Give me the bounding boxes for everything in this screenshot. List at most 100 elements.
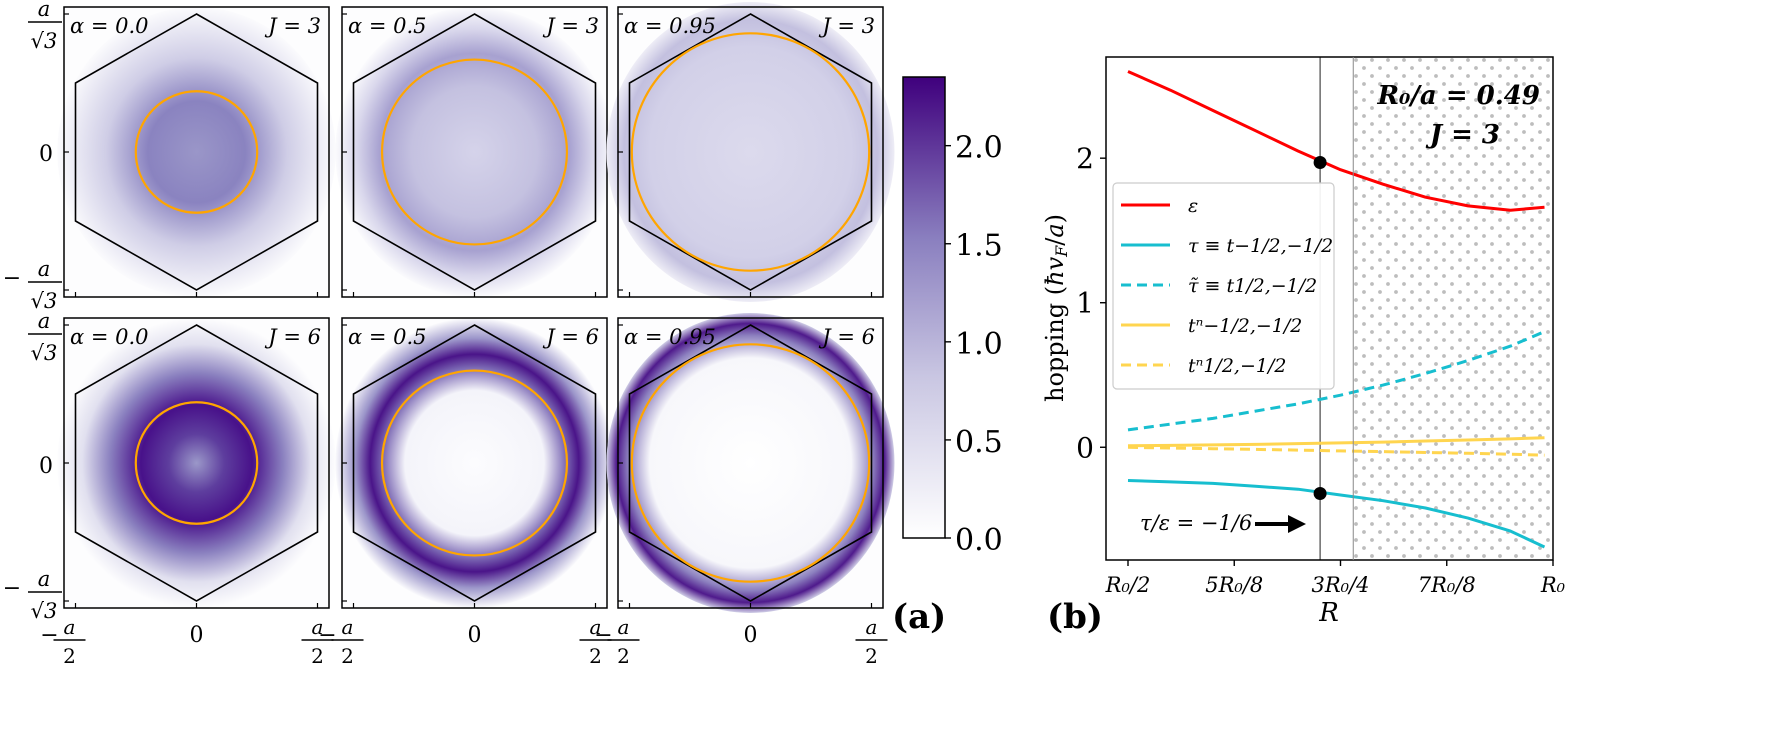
y-tick-label-b: 2 — [1076, 142, 1094, 175]
alpha-label: α = 0.0 — [70, 325, 149, 349]
svg-text:2: 2 — [341, 644, 354, 668]
density-field — [335, 318, 614, 608]
x-tick-label-b: 3R₀/4 — [1311, 573, 1369, 597]
svg-text:a: a — [38, 257, 51, 281]
legend-label-0: ε — [1188, 195, 1198, 217]
density-map-0-0: α = 0.0 J = 3 — [57, 6, 336, 298]
density-map-0-1: α = 0.5 J = 3 — [335, 6, 614, 298]
colorbar-gradient — [902, 76, 946, 539]
j-label: J = 3 — [264, 14, 321, 38]
density-map-1-2: α = 0.95 J = 6 — [606, 313, 895, 613]
svg-text:−: − — [318, 623, 336, 648]
legend-label-3: tⁿ−1/2,−1/2 — [1188, 315, 1302, 337]
y-ticks-b: 0 1 2 — [1076, 142, 1106, 464]
panel-a-label: (a) — [892, 597, 946, 637]
svg-text:−: − — [3, 266, 21, 291]
svg-text:a: a — [312, 615, 324, 639]
markers — [1313, 156, 1327, 501]
alpha-label: α = 0.95 — [624, 14, 716, 38]
svg-text:2: 2 — [589, 644, 602, 668]
legend: ε τ ≡ t−1/2,−1/2 τ̃ ≡ t1/2,−1/2 tⁿ−1/2,−1/2… — [1112, 182, 1335, 390]
legend-label-2: τ̃ ≡ t1/2,−1/2 — [1188, 275, 1317, 297]
arrow-label: τ/ε = −1/6 — [1140, 511, 1252, 535]
legend-box — [1112, 182, 1335, 390]
svg-text:0: 0 — [190, 623, 204, 648]
x-tick-label-1-1: 0 — [468, 623, 482, 648]
series-line-4 — [1127, 445, 1545, 457]
x-tick-label-0-2: a2 — [301, 615, 334, 668]
orbit-circle — [380, 58, 569, 246]
x-tick-labels-a: − a20 a2− a20 a2− a20 a2 — [40, 615, 888, 668]
x-tick-label-1-0: − a 2 — [318, 615, 364, 668]
hexagon-boundary — [628, 324, 873, 602]
param-r0-over-a: R₀/a = 0.49 — [1376, 81, 1540, 111]
y-tick-bottom-row-upper: a √3 — [28, 309, 62, 365]
svg-text:a: a — [866, 615, 878, 639]
series-line-2 — [1127, 330, 1546, 432]
j-label: J = 6 — [542, 325, 599, 349]
svg-text:a: a — [618, 615, 630, 639]
x-tick-label-1-2: a2 — [579, 615, 612, 668]
svg-text:0: 0 — [468, 623, 482, 648]
hexagon-boundary — [628, 13, 873, 291]
j-label: J = 6 — [818, 325, 875, 349]
orbit-circle — [380, 369, 569, 557]
svg-text:a: a — [38, 567, 51, 591]
svg-text:0: 0 — [744, 623, 758, 648]
x-tick-label-2-0: − a 2 — [594, 615, 640, 668]
panel-b-label: (b) — [1047, 597, 1103, 637]
y-tick-bottom-row-lower: − a √3 — [3, 567, 62, 623]
j-label: J = 3 — [818, 14, 875, 38]
x-tick-label-0-1: 0 — [190, 623, 204, 648]
y-tick-top-row-upper: a √3 — [28, 0, 62, 53]
x-tick-label-0-0: − a 2 — [40, 615, 86, 668]
panel-b: 0 1 2 R₀/2 5R₀/8 3R₀/4 7R₀/8 R₀ hopping (ħvF/a… — [1041, 56, 1566, 637]
j-label: J = 3 — [542, 14, 599, 38]
alpha-label: α = 0.5 — [348, 14, 427, 38]
density-field — [57, 7, 336, 297]
alpha-label: α = 0.0 — [70, 14, 149, 38]
svg-text:a: a — [38, 309, 51, 333]
x-ticks-b: R₀/2 5R₀/8 3R₀/4 7R₀/8 R₀ — [1105, 560, 1566, 597]
density-map-0-2: α = 0.95 J = 3 — [606, 2, 895, 302]
x-tick-label-2-2: a2 — [855, 615, 888, 668]
alpha-label: α = 0.5 — [348, 325, 427, 349]
hexagon-boundary — [352, 324, 597, 602]
density-map-1-0: α = 0.0 J = 6 — [57, 317, 336, 609]
y-tick-bottom-row-zero: 0 — [39, 454, 53, 479]
j-label: J = 6 — [264, 325, 321, 349]
series-line-3 — [1127, 436, 1545, 448]
density-field — [606, 2, 895, 302]
plot-frame-b — [1105, 56, 1554, 561]
svg-text:√3: √3 — [31, 341, 58, 365]
svg-text:2: 2 — [63, 644, 76, 668]
y-tick-top-row-lower: − a √3 — [3, 257, 62, 313]
x-axis-label: R — [1318, 598, 1339, 628]
y-tick-label-b: 1 — [1076, 287, 1094, 320]
marker-0 — [1313, 156, 1327, 170]
y-axis-label: hopping (ħvF/a) — [1041, 214, 1071, 402]
x-tick-label-b: R₀ — [1540, 573, 1566, 597]
colorbar-tick-label: 1.0 — [955, 327, 1003, 362]
density-field — [606, 313, 895, 613]
legend-label-4: tⁿ1/2,−1/2 — [1188, 355, 1286, 377]
density-field — [57, 318, 336, 608]
hexagon-boundary — [352, 13, 597, 291]
svg-text:−: − — [3, 576, 21, 601]
shaded-region — [1353, 57, 1553, 560]
colorbar: 0.0 0.5 1.0 1.5 2.0 — [902, 76, 1003, 558]
svg-text:a: a — [64, 615, 76, 639]
colorbar-tick-label: 2.0 — [955, 131, 1003, 166]
x-tick-label-b: 5R₀/8 — [1205, 573, 1263, 597]
svg-text:−: − — [40, 623, 58, 648]
svg-text:a: a — [342, 615, 354, 639]
colorbar-tick-label: 1.5 — [955, 229, 1003, 264]
svg-text:a: a — [38, 0, 51, 21]
colorbar-tick-label: 0.0 — [955, 523, 1003, 558]
arrow — [1255, 515, 1306, 533]
hexagon-boundary — [74, 324, 319, 602]
svg-text:√3: √3 — [31, 29, 58, 53]
orbit-circle — [134, 401, 259, 525]
svg-text:√3: √3 — [31, 599, 58, 623]
